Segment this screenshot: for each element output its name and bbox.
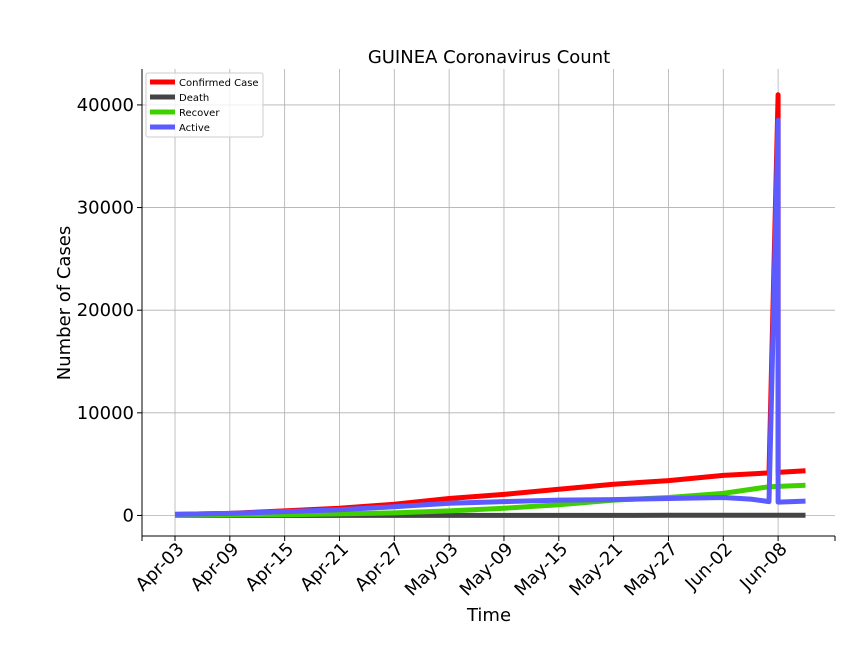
x-ticks: Apr-03Apr-09Apr-15Apr-21Apr-27May-03May-…	[132, 536, 836, 601]
x-axis-title: Time	[466, 605, 511, 626]
chart-title: GUINEA Coronavirus Count	[368, 47, 610, 68]
grid	[142, 69, 835, 536]
x-tick-label: Apr-03	[132, 539, 189, 596]
y-tick-label: 30000	[77, 198, 134, 219]
y-ticks: 0 10000 20000 30000 40000	[77, 95, 142, 526]
legend-label-recover: Recover	[179, 108, 220, 119]
x-tick-label: Jun-08	[735, 539, 791, 595]
x-tick-label: Apr-21	[296, 539, 353, 596]
legend-label-death: Death	[179, 93, 209, 104]
x-tick-label: Jun-02	[681, 539, 737, 595]
legend-label-active: Active	[179, 123, 210, 134]
x-tick-label: May-09	[456, 539, 518, 601]
x-tick-label: May-15	[511, 539, 573, 601]
series-line-confirmed-case	[174, 92, 806, 517]
x-tick-label: May-03	[401, 539, 463, 601]
y-axis-title: Number of Cases	[54, 226, 75, 381]
x-tick-label: May-27	[620, 539, 682, 601]
series-line-recover	[174, 482, 806, 518]
series-line-active	[174, 117, 806, 517]
x-tick-label: May-21	[565, 539, 627, 601]
x-tick-label: Apr-15	[241, 539, 298, 596]
legend-frame	[145, 72, 264, 138]
y-tick-label: 0	[123, 505, 134, 526]
y-tick-label: 40000	[77, 95, 134, 116]
axes	[141, 69, 835, 537]
legend: Confirmed Case Death Recover Active	[145, 72, 264, 138]
x-tick-label: Apr-09	[187, 539, 244, 596]
x-tick-label: Apr-27	[351, 539, 408, 596]
y-tick-label: 10000	[77, 403, 134, 424]
y-tick-label: 20000	[77, 300, 134, 321]
series-layer	[174, 92, 806, 518]
legend-label-confirmed-case: Confirmed Case	[179, 78, 259, 89]
